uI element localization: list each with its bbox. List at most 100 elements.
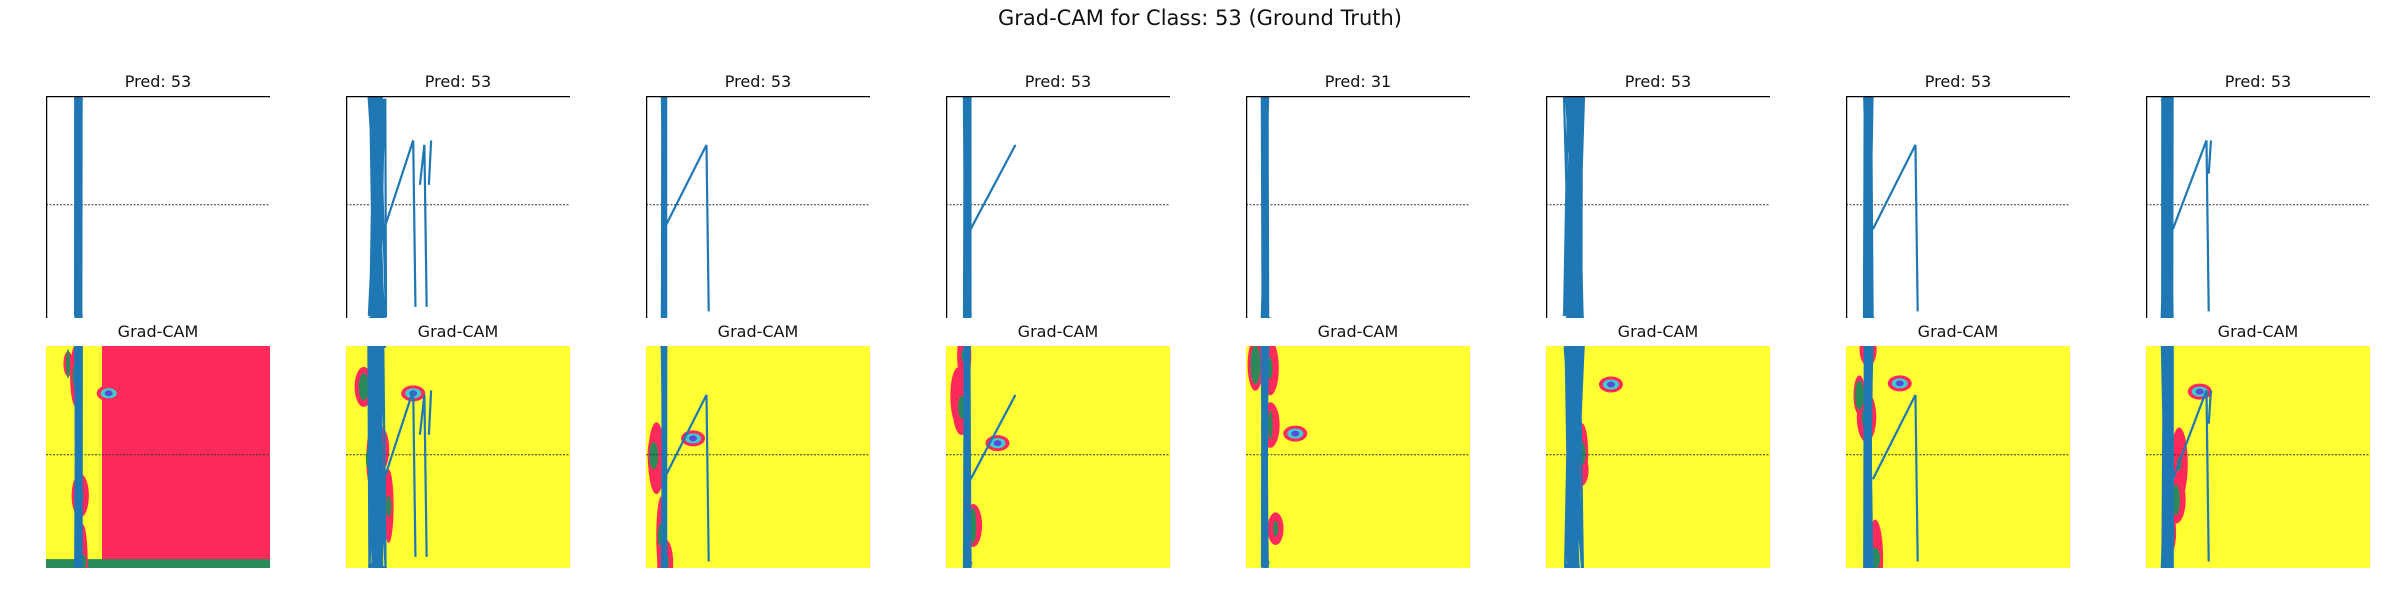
heat-blob-core-2 [970, 507, 977, 544]
signal-spikes-2 [367, 96, 388, 318]
heat-region-bottom [46, 559, 270, 568]
signal-band-5 [1264, 346, 1269, 568]
gradcam-label-4: Grad-CAM [1017, 322, 1099, 341]
gradcam-label-7: Grad-CAM [1917, 322, 1999, 341]
heat-blob-core-3 [2172, 484, 2180, 516]
signal-series-1 [74, 346, 84, 568]
heat-blob-core-4 [1854, 380, 1864, 410]
signal-stroke-8-3 [2207, 390, 2213, 424]
gradcam-label-2: Grad-CAM [417, 322, 499, 341]
signal-series-6 [1563, 346, 1585, 568]
signal-stroke-7-1 [1871, 394, 1917, 480]
signal-stroke-3-2 [705, 144, 710, 312]
signal-stroke-8-2 [2205, 390, 2210, 562]
signal-stroke-2-2 [412, 140, 417, 307]
signal-band-2 [374, 96, 381, 318]
heat-blob-core-4 [649, 442, 659, 470]
signal-stroke-4-1 [969, 144, 1017, 230]
signal-stroke-8-1 [2171, 390, 2208, 480]
gradcam-plot-6 [1546, 346, 1770, 568]
signal-series-6 [1561, 96, 1586, 318]
signal-band-4 [966, 346, 971, 568]
signal-series-3 [659, 346, 710, 568]
signal-band-4 [966, 96, 971, 318]
gradcam-plot-5 [1246, 346, 1470, 568]
signal-stroke-2-5 [427, 390, 433, 435]
signal-series-4 [962, 346, 1017, 568]
heat-blob-core-3 [1250, 346, 1261, 385]
pred-label-7: Pred: 53 [1924, 72, 1992, 91]
pred-label-8: Pred: 53 [2224, 72, 2292, 91]
heat-region-low-strip [431, 468, 445, 568]
signal-stroke-7-1 [1871, 144, 1917, 230]
signal-band-1 [77, 96, 82, 318]
signal-stroke-3-2 [705, 394, 710, 562]
signal-band-7 [1867, 346, 1872, 568]
signal-band-8 [2165, 346, 2170, 568]
gradcam-label-5: Grad-CAM [1317, 322, 1399, 341]
signal-band-7 [1867, 96, 1872, 318]
signal-stroke-2-5 [427, 140, 433, 185]
heat-region-low-bottom [458, 483, 553, 557]
signal-series-5 [1260, 96, 1272, 318]
heatmap-4 [946, 346, 1170, 568]
heatmap-3 [646, 346, 870, 568]
heat-peak-core [2195, 388, 2204, 395]
gradcam-label-6: Grad-CAM [1617, 322, 1699, 341]
heat-blob-core-2 [1273, 520, 1279, 537]
signal-band-5 [1264, 96, 1269, 318]
pred-label-2: Pred: 53 [424, 72, 492, 91]
gradcam-plot-3 [646, 346, 870, 568]
signal-plot-3 [646, 96, 870, 318]
heatmap-5 [1246, 346, 1470, 568]
gradcam-label-3: Grad-CAM [717, 322, 799, 341]
figure-title: Grad-CAM for Class: 53 (Ground Truth) [998, 6, 1402, 30]
signal-plot-6 [1546, 96, 1770, 318]
signal-stroke-2-2 [412, 390, 417, 557]
heat-blob-core-3 [358, 373, 369, 401]
signal-plot-8 [2146, 96, 2370, 318]
signal-series-7 [1862, 96, 1919, 318]
signal-stroke-3-1 [662, 144, 708, 230]
gradcam-plot-2 [346, 346, 570, 568]
signal-plot-1 [46, 96, 270, 318]
heat-peak-core [993, 440, 1002, 447]
signal-series-7 [1863, 346, 1919, 568]
heat-blob-core-4 [958, 395, 965, 419]
signal-stroke-2-4 [423, 394, 428, 557]
signal-series-8 [2160, 346, 2213, 568]
signal-series-2 [367, 96, 433, 318]
signal-plot-5 [1246, 96, 1470, 318]
pred-label-5: Pred: 31 [1324, 72, 1392, 91]
pred-label-4: Pred: 53 [1024, 72, 1092, 91]
signal-plot-2 [346, 96, 570, 318]
signal-band-8 [2165, 96, 2170, 318]
signal-series-4 [962, 96, 1017, 318]
signal-stroke-2-1 [383, 390, 415, 480]
gradcam-plot-1 [46, 346, 270, 568]
heatmap-8 [2146, 346, 2370, 568]
signal-band-2 [374, 346, 381, 568]
heat-blob-core-1 [1268, 410, 1273, 440]
signal-series-5 [1260, 346, 1270, 568]
heatmap-background [646, 346, 870, 568]
heat-region-low-top [458, 368, 553, 449]
signal-spikes-2 [366, 346, 387, 568]
gradcam-label-1: Grad-CAM [117, 322, 199, 341]
gradcam-plot-4 [946, 346, 1170, 568]
heat-peak-core [1606, 381, 1615, 388]
heat-peak-core [104, 390, 113, 397]
gradcam-plot-8 [2146, 346, 2370, 568]
signal-stroke-3-1 [662, 394, 708, 480]
signal-series-3 [660, 96, 710, 318]
pred-label-1: Pred: 53 [124, 72, 192, 91]
heat-blob-core-1 [386, 495, 392, 518]
pred-label-6: Pred: 53 [1624, 72, 1692, 91]
signal-band-3 [663, 346, 668, 568]
signal-band-6 [1570, 346, 1579, 568]
heat-peak-core [689, 435, 698, 442]
signal-stroke-2-4 [423, 144, 428, 307]
signal-stroke-8-2 [2205, 140, 2210, 312]
